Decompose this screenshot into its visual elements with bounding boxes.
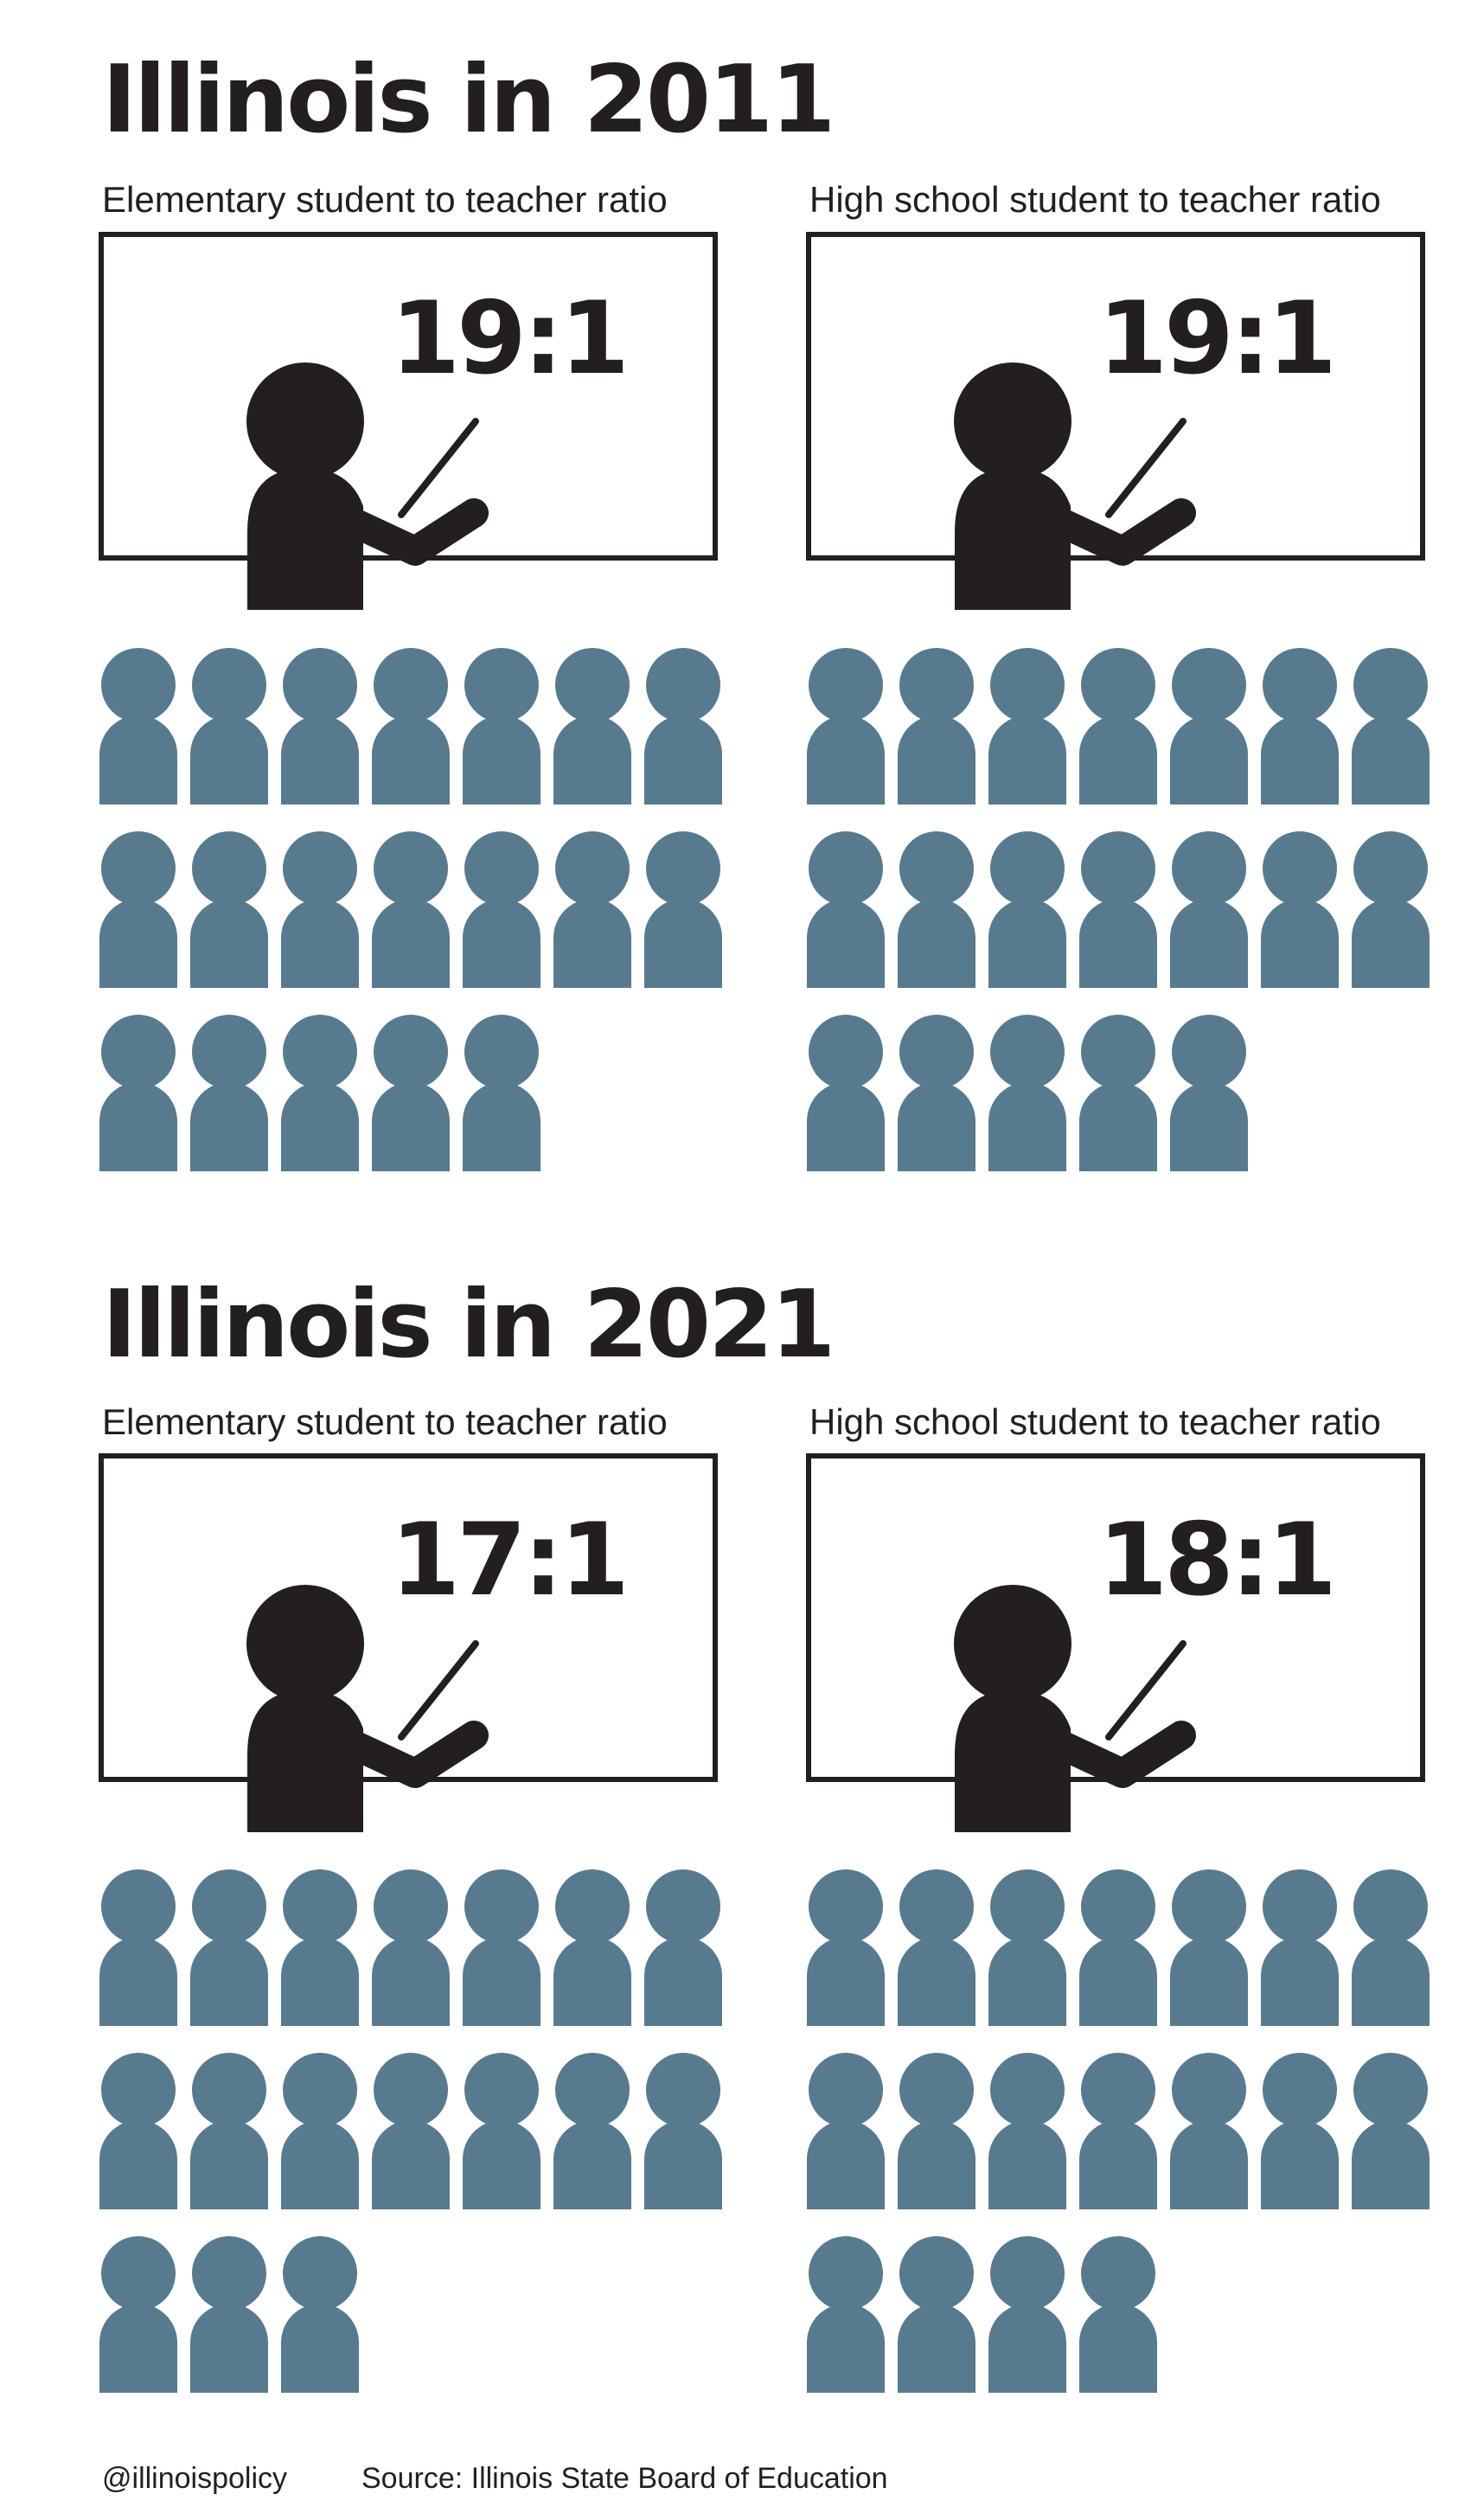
footer-source: Source: Illinois State Board of Educatio…: [361, 2462, 888, 2495]
student-icon: [1352, 831, 1430, 988]
student-icon: [644, 1869, 722, 2026]
student-icon: [1079, 1015, 1157, 1171]
student-icon: [281, 831, 359, 988]
student-icon: [898, 2053, 975, 2209]
student-icon: [807, 1869, 885, 2026]
student-icon: [807, 648, 885, 805]
student-icon: [807, 1015, 885, 1171]
student-icon: [553, 2053, 631, 2209]
student-icon: [99, 2053, 177, 2209]
student-icon: [281, 2053, 359, 2209]
student-icon: [463, 2053, 541, 2209]
students-2021-elementary: [99, 1869, 739, 2405]
students-2011-highschool: [806, 647, 1446, 1183]
student-icon: [1352, 2053, 1430, 2209]
student-icon: [1261, 2053, 1339, 2209]
student-icon: [1261, 831, 1339, 988]
students-2021-highschool: [806, 1869, 1446, 2405]
student-icon: [99, 648, 177, 805]
student-icon: [1261, 648, 1339, 805]
student-icon: [281, 648, 359, 805]
section-title-2011: Illinois in 2011: [102, 46, 835, 154]
student-icon: [1079, 1869, 1157, 2026]
student-icon: [1079, 831, 1157, 988]
student-icon: [898, 648, 975, 805]
panel-label-2011-elementary: Elementary student to teacher ratio: [102, 179, 668, 220]
student-icon: [99, 831, 177, 988]
student-icon: [1352, 648, 1430, 805]
student-icon: [1170, 831, 1248, 988]
teacher-pointing-icon: [954, 1585, 1196, 1832]
section-title-2021: Illinois in 2021: [102, 1271, 835, 1379]
teacher-pointing-icon: [954, 362, 1196, 610]
student-icon: [1170, 648, 1248, 805]
ratio-2021-elementary: 17:1: [390, 1502, 630, 1619]
student-icon: [99, 2236, 177, 2393]
student-icon: [1079, 2053, 1157, 2209]
student-icon: [190, 2053, 268, 2209]
student-icon: [190, 2236, 268, 2393]
student-icon: [1170, 2053, 1248, 2209]
student-icon: [372, 2053, 450, 2209]
student-icon: [898, 1869, 975, 2026]
panel-label-2011-highschool: High school student to teacher ratio: [809, 179, 1381, 220]
student-icon: [644, 831, 722, 988]
student-icon: [807, 2053, 885, 2209]
student-icon: [1079, 2236, 1157, 2393]
student-icon: [281, 1869, 359, 2026]
student-icon: [1261, 1869, 1339, 2026]
student-icon: [190, 648, 268, 805]
panel-label-2021-highschool: High school student to teacher ratio: [809, 1401, 1381, 1442]
teacher-pointing-icon: [246, 362, 489, 610]
ratio-2011-elementary: 19:1: [390, 280, 630, 397]
student-icon: [1170, 1015, 1248, 1171]
student-icon: [1170, 1869, 1248, 2026]
student-icon: [99, 1869, 177, 2026]
student-icon: [190, 1869, 268, 2026]
ratio-2011-highschool: 19:1: [1097, 280, 1337, 397]
student-icon: [463, 831, 541, 988]
student-icon: [988, 831, 1066, 988]
student-icon: [372, 648, 450, 805]
students-2011-elementary: [99, 647, 739, 1183]
student-icon: [898, 831, 975, 988]
student-icon: [190, 1015, 268, 1171]
student-icon: [281, 2236, 359, 2393]
student-icon: [553, 1869, 631, 2026]
student-icon: [1079, 648, 1157, 805]
student-icon: [807, 831, 885, 988]
student-icon: [1352, 1869, 1430, 2026]
student-icon: [463, 648, 541, 805]
student-icon: [988, 648, 1066, 805]
student-icon: [190, 831, 268, 988]
student-icon: [281, 1015, 359, 1171]
student-icon: [644, 648, 722, 805]
student-icon: [988, 2236, 1066, 2393]
student-icon: [553, 831, 631, 988]
student-icon: [988, 1015, 1066, 1171]
footer-handle: @illinoispolicy: [102, 2462, 288, 2495]
student-icon: [553, 648, 631, 805]
student-icon: [372, 831, 450, 988]
student-icon: [988, 2053, 1066, 2209]
teacher-pointing-icon: [246, 1585, 489, 1832]
student-icon: [807, 2236, 885, 2393]
student-icon: [463, 1869, 541, 2026]
student-icon: [644, 2053, 722, 2209]
student-icon: [463, 1015, 541, 1171]
panel-label-2021-elementary: Elementary student to teacher ratio: [102, 1401, 668, 1442]
student-icon: [372, 1869, 450, 2026]
ratio-2021-highschool: 18:1: [1097, 1502, 1337, 1619]
student-icon: [372, 1015, 450, 1171]
student-icon: [99, 1015, 177, 1171]
student-icon: [898, 1015, 975, 1171]
student-icon: [898, 2236, 975, 2393]
student-icon: [988, 1869, 1066, 2026]
